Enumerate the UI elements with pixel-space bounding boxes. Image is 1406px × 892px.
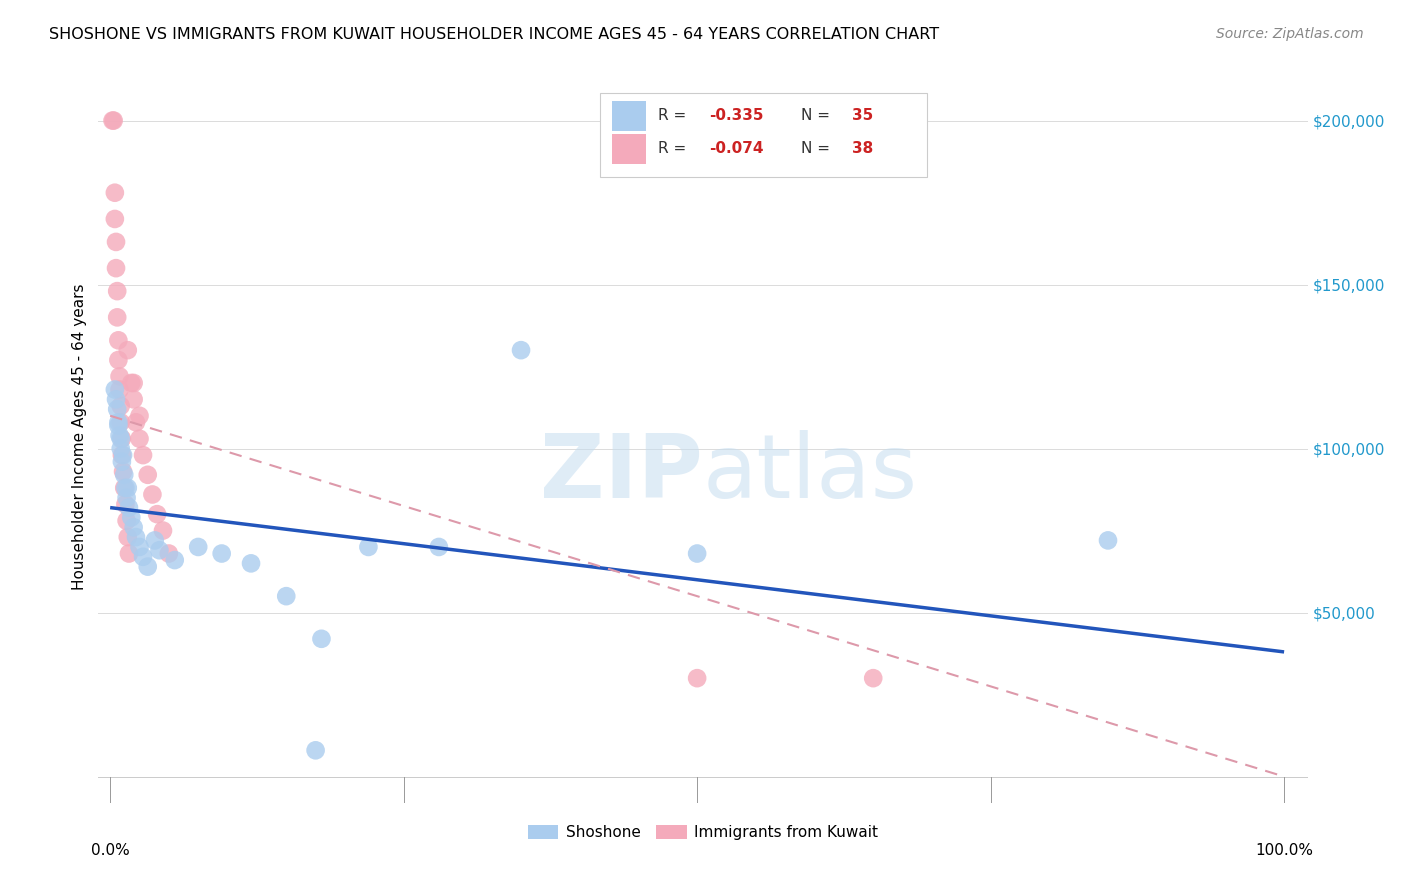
- Point: [107, 415, 129, 429]
- Point: [686, 547, 709, 561]
- Point: [110, 399, 132, 413]
- Point: [125, 415, 148, 429]
- Point: [115, 514, 138, 528]
- Text: -0.335: -0.335: [709, 109, 763, 123]
- Point: [120, 510, 142, 524]
- Point: [357, 540, 380, 554]
- Point: [136, 559, 159, 574]
- Point: [107, 418, 129, 433]
- Point: [108, 369, 131, 384]
- FancyBboxPatch shape: [613, 101, 647, 131]
- Point: [276, 589, 298, 603]
- Point: [107, 334, 129, 348]
- Legend: Shoshone, Immigrants from Kuwait: Shoshone, Immigrants from Kuwait: [522, 819, 884, 847]
- Point: [105, 402, 128, 417]
- Point: [148, 543, 170, 558]
- Point: [427, 540, 450, 554]
- Point: [686, 671, 709, 685]
- Point: [105, 310, 128, 325]
- Point: [117, 481, 139, 495]
- Point: [115, 491, 138, 505]
- FancyBboxPatch shape: [613, 134, 647, 164]
- Point: [118, 500, 141, 515]
- Point: [105, 284, 128, 298]
- Point: [108, 383, 131, 397]
- Point: [136, 467, 159, 482]
- Point: [240, 557, 263, 571]
- Point: [122, 520, 145, 534]
- Point: [107, 353, 129, 368]
- Point: [132, 549, 155, 564]
- Point: [157, 547, 180, 561]
- Point: [143, 533, 166, 548]
- Point: [112, 448, 135, 462]
- Text: -0.074: -0.074: [709, 142, 763, 156]
- Point: [120, 376, 142, 390]
- Point: [105, 392, 128, 407]
- Point: [862, 671, 884, 685]
- Point: [111, 448, 134, 462]
- Point: [105, 261, 128, 276]
- Text: atlas: atlas: [703, 430, 918, 517]
- Point: [110, 415, 132, 429]
- Point: [128, 409, 150, 423]
- Point: [118, 547, 141, 561]
- Point: [103, 113, 125, 128]
- Point: [111, 432, 134, 446]
- Point: [105, 235, 128, 249]
- Point: [117, 343, 139, 358]
- Text: 0.0%: 0.0%: [91, 843, 129, 858]
- Point: [101, 113, 124, 128]
- Point: [112, 481, 135, 495]
- Point: [108, 428, 131, 442]
- Point: [104, 186, 127, 200]
- Point: [132, 448, 155, 462]
- Point: [111, 455, 134, 469]
- FancyBboxPatch shape: [600, 94, 927, 178]
- Text: N =: N =: [801, 142, 835, 156]
- Point: [114, 497, 136, 511]
- Point: [311, 632, 333, 646]
- Point: [114, 481, 136, 495]
- Point: [122, 376, 145, 390]
- Point: [1097, 533, 1119, 548]
- Point: [510, 343, 533, 358]
- Point: [117, 530, 139, 544]
- Text: R =: R =: [658, 109, 692, 123]
- Point: [112, 467, 135, 482]
- Point: [110, 442, 132, 456]
- Point: [128, 540, 150, 554]
- Text: 35: 35: [852, 109, 873, 123]
- Point: [125, 530, 148, 544]
- Text: SHOSHONE VS IMMIGRANTS FROM KUWAIT HOUSEHOLDER INCOME AGES 45 - 64 YEARS CORRELA: SHOSHONE VS IMMIGRANTS FROM KUWAIT HOUSE…: [49, 27, 939, 42]
- Point: [110, 432, 132, 446]
- Text: N =: N =: [801, 109, 835, 123]
- Text: R =: R =: [658, 142, 692, 156]
- Point: [112, 465, 135, 479]
- Point: [152, 524, 174, 538]
- Point: [122, 392, 145, 407]
- Text: ZIP: ZIP: [540, 430, 703, 517]
- Point: [304, 743, 326, 757]
- Point: [141, 487, 163, 501]
- Point: [163, 553, 186, 567]
- Text: Source: ZipAtlas.com: Source: ZipAtlas.com: [1216, 27, 1364, 41]
- Text: 100.0%: 100.0%: [1256, 843, 1313, 858]
- Point: [146, 507, 169, 521]
- Y-axis label: Householder Income Ages 45 - 64 years: Householder Income Ages 45 - 64 years: [72, 284, 87, 591]
- Text: 38: 38: [852, 142, 873, 156]
- Point: [128, 432, 150, 446]
- Point: [187, 540, 209, 554]
- Point: [211, 547, 233, 561]
- Point: [104, 383, 127, 397]
- Point: [104, 211, 127, 226]
